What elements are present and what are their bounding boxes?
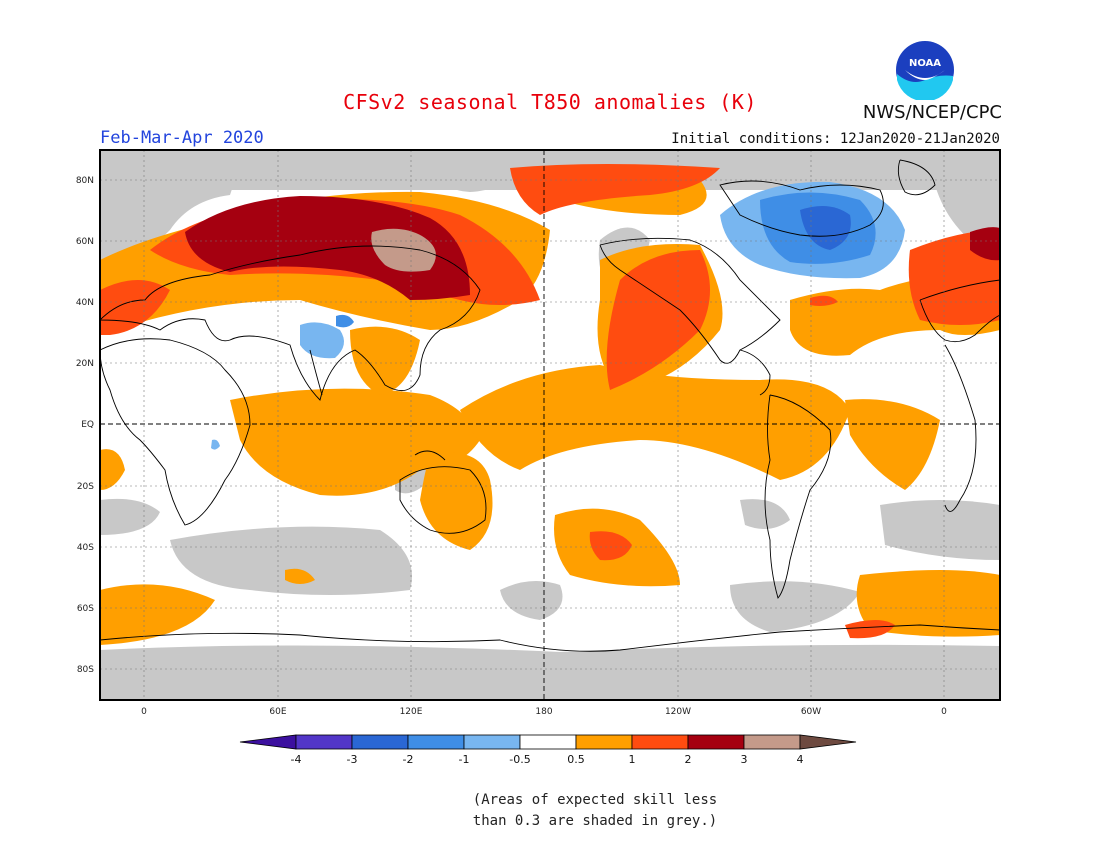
legend-labels: -4 -3 -2 -1 -0.5 0.5 1 2 3 4 [291, 753, 804, 766]
warm-anomaly-3-4 [371, 228, 436, 272]
legend-swatch-min [239, 734, 297, 750]
legend-swatches [239, 734, 857, 750]
legend-label: -2 [403, 753, 414, 766]
legend-swatch [687, 734, 745, 750]
lat-label: 60N [76, 237, 94, 247]
lat-label: EQ [81, 420, 94, 430]
legend-swatch [631, 734, 689, 750]
legend-swatch [463, 734, 521, 750]
lat-label: 80N [76, 176, 94, 186]
cold-anomaly-2-3 [800, 206, 851, 250]
lat-label: 40S [77, 543, 94, 553]
legend-swatch-max [799, 734, 857, 750]
lat-label: 60S [77, 604, 94, 614]
longitude-labels: 0 60E 120E 180 120W 60W 0 [141, 707, 947, 717]
legend-swatch [575, 734, 633, 750]
lat-label: 20S [77, 482, 94, 492]
legend-swatch [519, 734, 577, 750]
noaa-logo-icon: NOAA [896, 41, 954, 100]
agency-label: NWS/NCEP/CPC [862, 102, 1002, 123]
lon-label: 120W [665, 707, 691, 717]
legend-label: 3 [741, 753, 748, 766]
legend-swatch [351, 734, 409, 750]
legend-swatch [295, 734, 353, 750]
equator-and-dateline [100, 150, 1000, 700]
legend-label: 1 [629, 753, 636, 766]
legend-label: 2 [685, 753, 692, 766]
legend-swatch [407, 734, 465, 750]
lon-label: 180 [535, 707, 552, 717]
coastlines [100, 159, 1000, 652]
legend-label: -3 [347, 753, 358, 766]
map-title: CFSv2 seasonal T850 anomalies (K) [343, 90, 757, 114]
lon-label: 0 [941, 707, 947, 717]
legend-label: 4 [797, 753, 804, 766]
forecast-period: Feb-Mar-Apr 2020 [100, 128, 264, 148]
latitude-labels: 80N 60N 40N 20N EQ 20S 40S 60S 80S [76, 176, 94, 675]
map-frame [99, 149, 1001, 701]
lon-label: 60W [801, 707, 821, 717]
skill-note-line2: than 0.3 are shaded in grey.) [472, 813, 718, 829]
skill-note: (Areas of expected skill less than 0.3 a… [0, 790, 1100, 832]
noaa-logo-text: NOAA [909, 58, 941, 69]
lat-label: 80S [77, 665, 94, 675]
initial-conditions: Initial conditions: 12Jan2020-21Jan2020 [671, 131, 1000, 147]
warm-anomaly-2-3 [185, 196, 1000, 300]
lat-label: 20N [76, 359, 94, 369]
lon-label: 60E [269, 707, 286, 717]
legend-label: -4 [291, 753, 302, 766]
legend-label: 0.5 [567, 753, 585, 766]
legend-swatch [743, 734, 801, 750]
skill-note-line1: (Areas of expected skill less [472, 792, 718, 808]
legend-label: -1 [459, 753, 470, 766]
lon-label: 120E [400, 707, 423, 717]
gridlines [100, 150, 1000, 700]
lon-label: 0 [141, 707, 147, 717]
lat-label: 40N [76, 298, 94, 308]
legend-label: -0.5 [509, 753, 530, 766]
